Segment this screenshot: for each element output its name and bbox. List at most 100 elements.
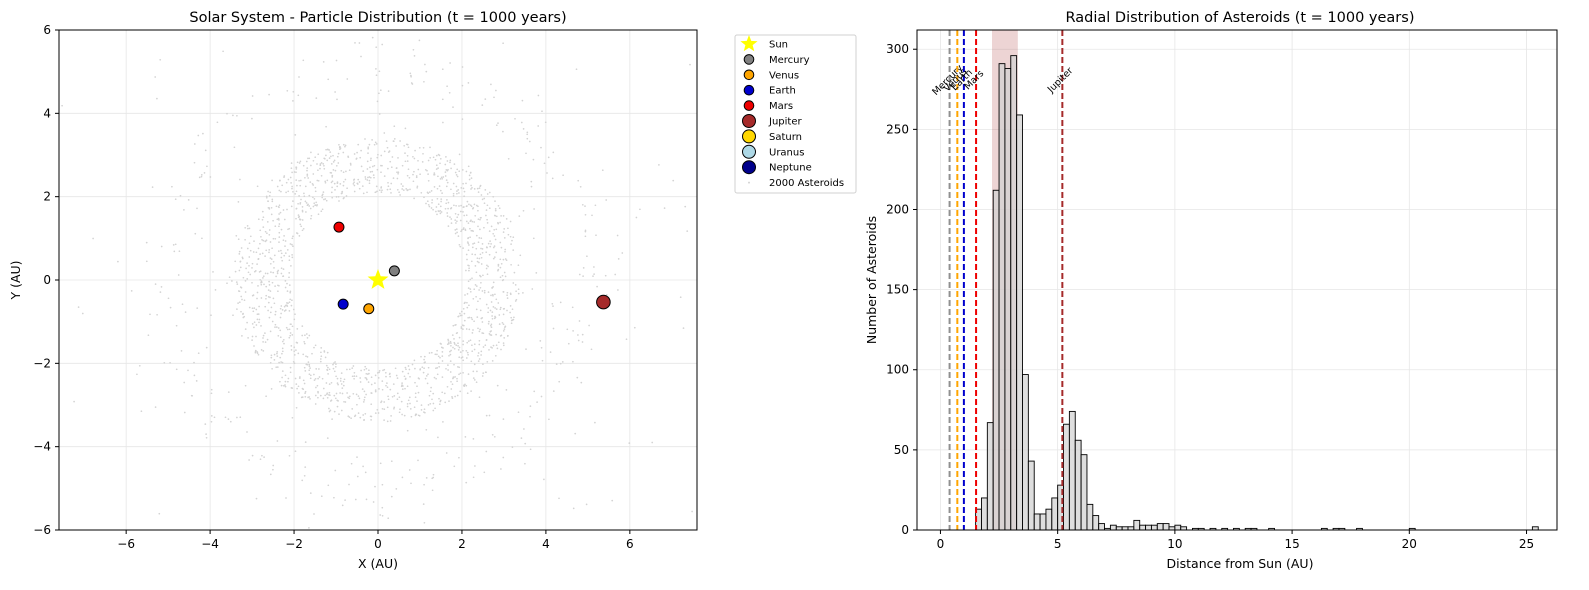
asteroid-point	[465, 384, 468, 387]
asteroid-point	[288, 310, 291, 312]
asteroid-point	[513, 271, 516, 274]
asteroid-point	[291, 254, 293, 256]
asteroid-point	[501, 321, 504, 324]
asteroid-point	[452, 346, 454, 349]
asteroid-point	[420, 355, 422, 358]
asteroid-point	[335, 392, 338, 395]
asteroid-point	[293, 362, 296, 365]
asteroid-point	[348, 368, 351, 371]
asteroid-point	[383, 150, 386, 153]
asteroid-point	[293, 346, 296, 349]
asteroid-point	[558, 497, 560, 500]
asteroid-point	[326, 437, 329, 439]
asteroid-point	[440, 346, 443, 349]
asteroid-point	[376, 156, 379, 159]
asteroid-point	[439, 157, 442, 160]
asteroid-point	[202, 132, 204, 135]
asteroid-point	[413, 170, 415, 173]
asteroid-point	[458, 373, 460, 376]
asteroid-point	[495, 124, 498, 127]
histogram-bar	[1139, 524, 1147, 531]
asteroid-point	[448, 91, 451, 94]
asteroid-point	[446, 181, 449, 184]
asteroid-point	[297, 202, 299, 205]
asteroid-point	[485, 251, 488, 254]
legend-box	[734, 34, 857, 194]
asteroid-point	[409, 188, 411, 191]
asteroid-point	[436, 373, 439, 376]
asteroid-point	[439, 189, 442, 192]
asteroid-point	[349, 164, 352, 166]
asteroid-point	[302, 388, 305, 391]
asteroid-point	[140, 410, 143, 413]
asteroid-point	[417, 459, 419, 462]
asteroid-point	[461, 118, 464, 120]
asteroid-point	[314, 204, 316, 207]
asteroid-point	[281, 309, 284, 311]
asteroid-point	[360, 165, 363, 168]
asteroid-point	[325, 199, 328, 202]
asteroid-point	[254, 270, 257, 272]
asteroid-point	[334, 365, 337, 368]
asteroid-point	[467, 237, 470, 239]
asteroid-point	[248, 256, 251, 258]
asteroid-point	[266, 272, 269, 275]
asteroid-point	[493, 228, 496, 231]
asteroid-point	[341, 392, 344, 395]
asteroid-point	[475, 285, 478, 287]
asteroid-point	[497, 268, 500, 271]
asteroid-point	[288, 301, 291, 304]
asteroid-point	[327, 78, 330, 81]
asteroid-point	[504, 326, 506, 329]
asteroid-point	[633, 326, 636, 329]
asteroid-point	[478, 339, 481, 342]
asteroid-point	[252, 310, 255, 313]
asteroid-point	[289, 176, 292, 179]
asteroid-point	[494, 208, 497, 210]
asteroid-point	[280, 272, 283, 275]
asteroid-point	[274, 225, 277, 228]
asteroid-point	[487, 242, 490, 245]
asteroid-point	[330, 163, 333, 165]
asteroid-point	[241, 335, 243, 337]
asteroid-point	[472, 370, 475, 373]
asteroid-point	[389, 420, 392, 422]
asteroid-point	[461, 66, 464, 68]
asteroid-point	[291, 325, 294, 328]
asteroid-point	[512, 236, 515, 239]
asteroid-point	[278, 223, 281, 225]
asteroid-point	[457, 349, 460, 351]
asteroid-point	[507, 157, 510, 160]
asteroid-point	[433, 172, 436, 174]
asteroid-point	[232, 314, 234, 317]
asteroid-point	[584, 230, 587, 233]
asteroid-point	[342, 171, 345, 174]
asteroid-point	[510, 316, 513, 319]
asteroid-point	[428, 352, 431, 354]
asteroid-point	[246, 262, 248, 264]
asteroid-point	[414, 392, 417, 395]
asteroid-point	[485, 414, 488, 417]
asteroid-point	[493, 256, 496, 258]
asteroid-point	[466, 341, 469, 344]
asteroid-point	[466, 301, 468, 304]
asteroid-point	[586, 255, 588, 258]
asteroid-point	[282, 275, 285, 277]
asteroid-point	[286, 249, 289, 251]
asteroid-point	[333, 496, 335, 499]
asteroid-point	[494, 238, 497, 241]
y-tick-label: 300	[886, 42, 909, 56]
asteroid-point	[420, 404, 423, 406]
asteroid-point	[434, 353, 437, 356]
asteroid-point	[251, 323, 254, 325]
asteroid-point	[455, 222, 457, 224]
asteroid-point	[407, 372, 410, 375]
asteroid-point	[292, 90, 295, 93]
asteroid-point	[328, 149, 331, 151]
asteroid-point	[337, 195, 340, 198]
asteroid-point	[552, 390, 555, 392]
asteroid-point	[486, 273, 489, 276]
asteroid-point	[396, 377, 399, 379]
asteroid-point	[469, 236, 471, 239]
asteroid-point	[284, 309, 287, 311]
